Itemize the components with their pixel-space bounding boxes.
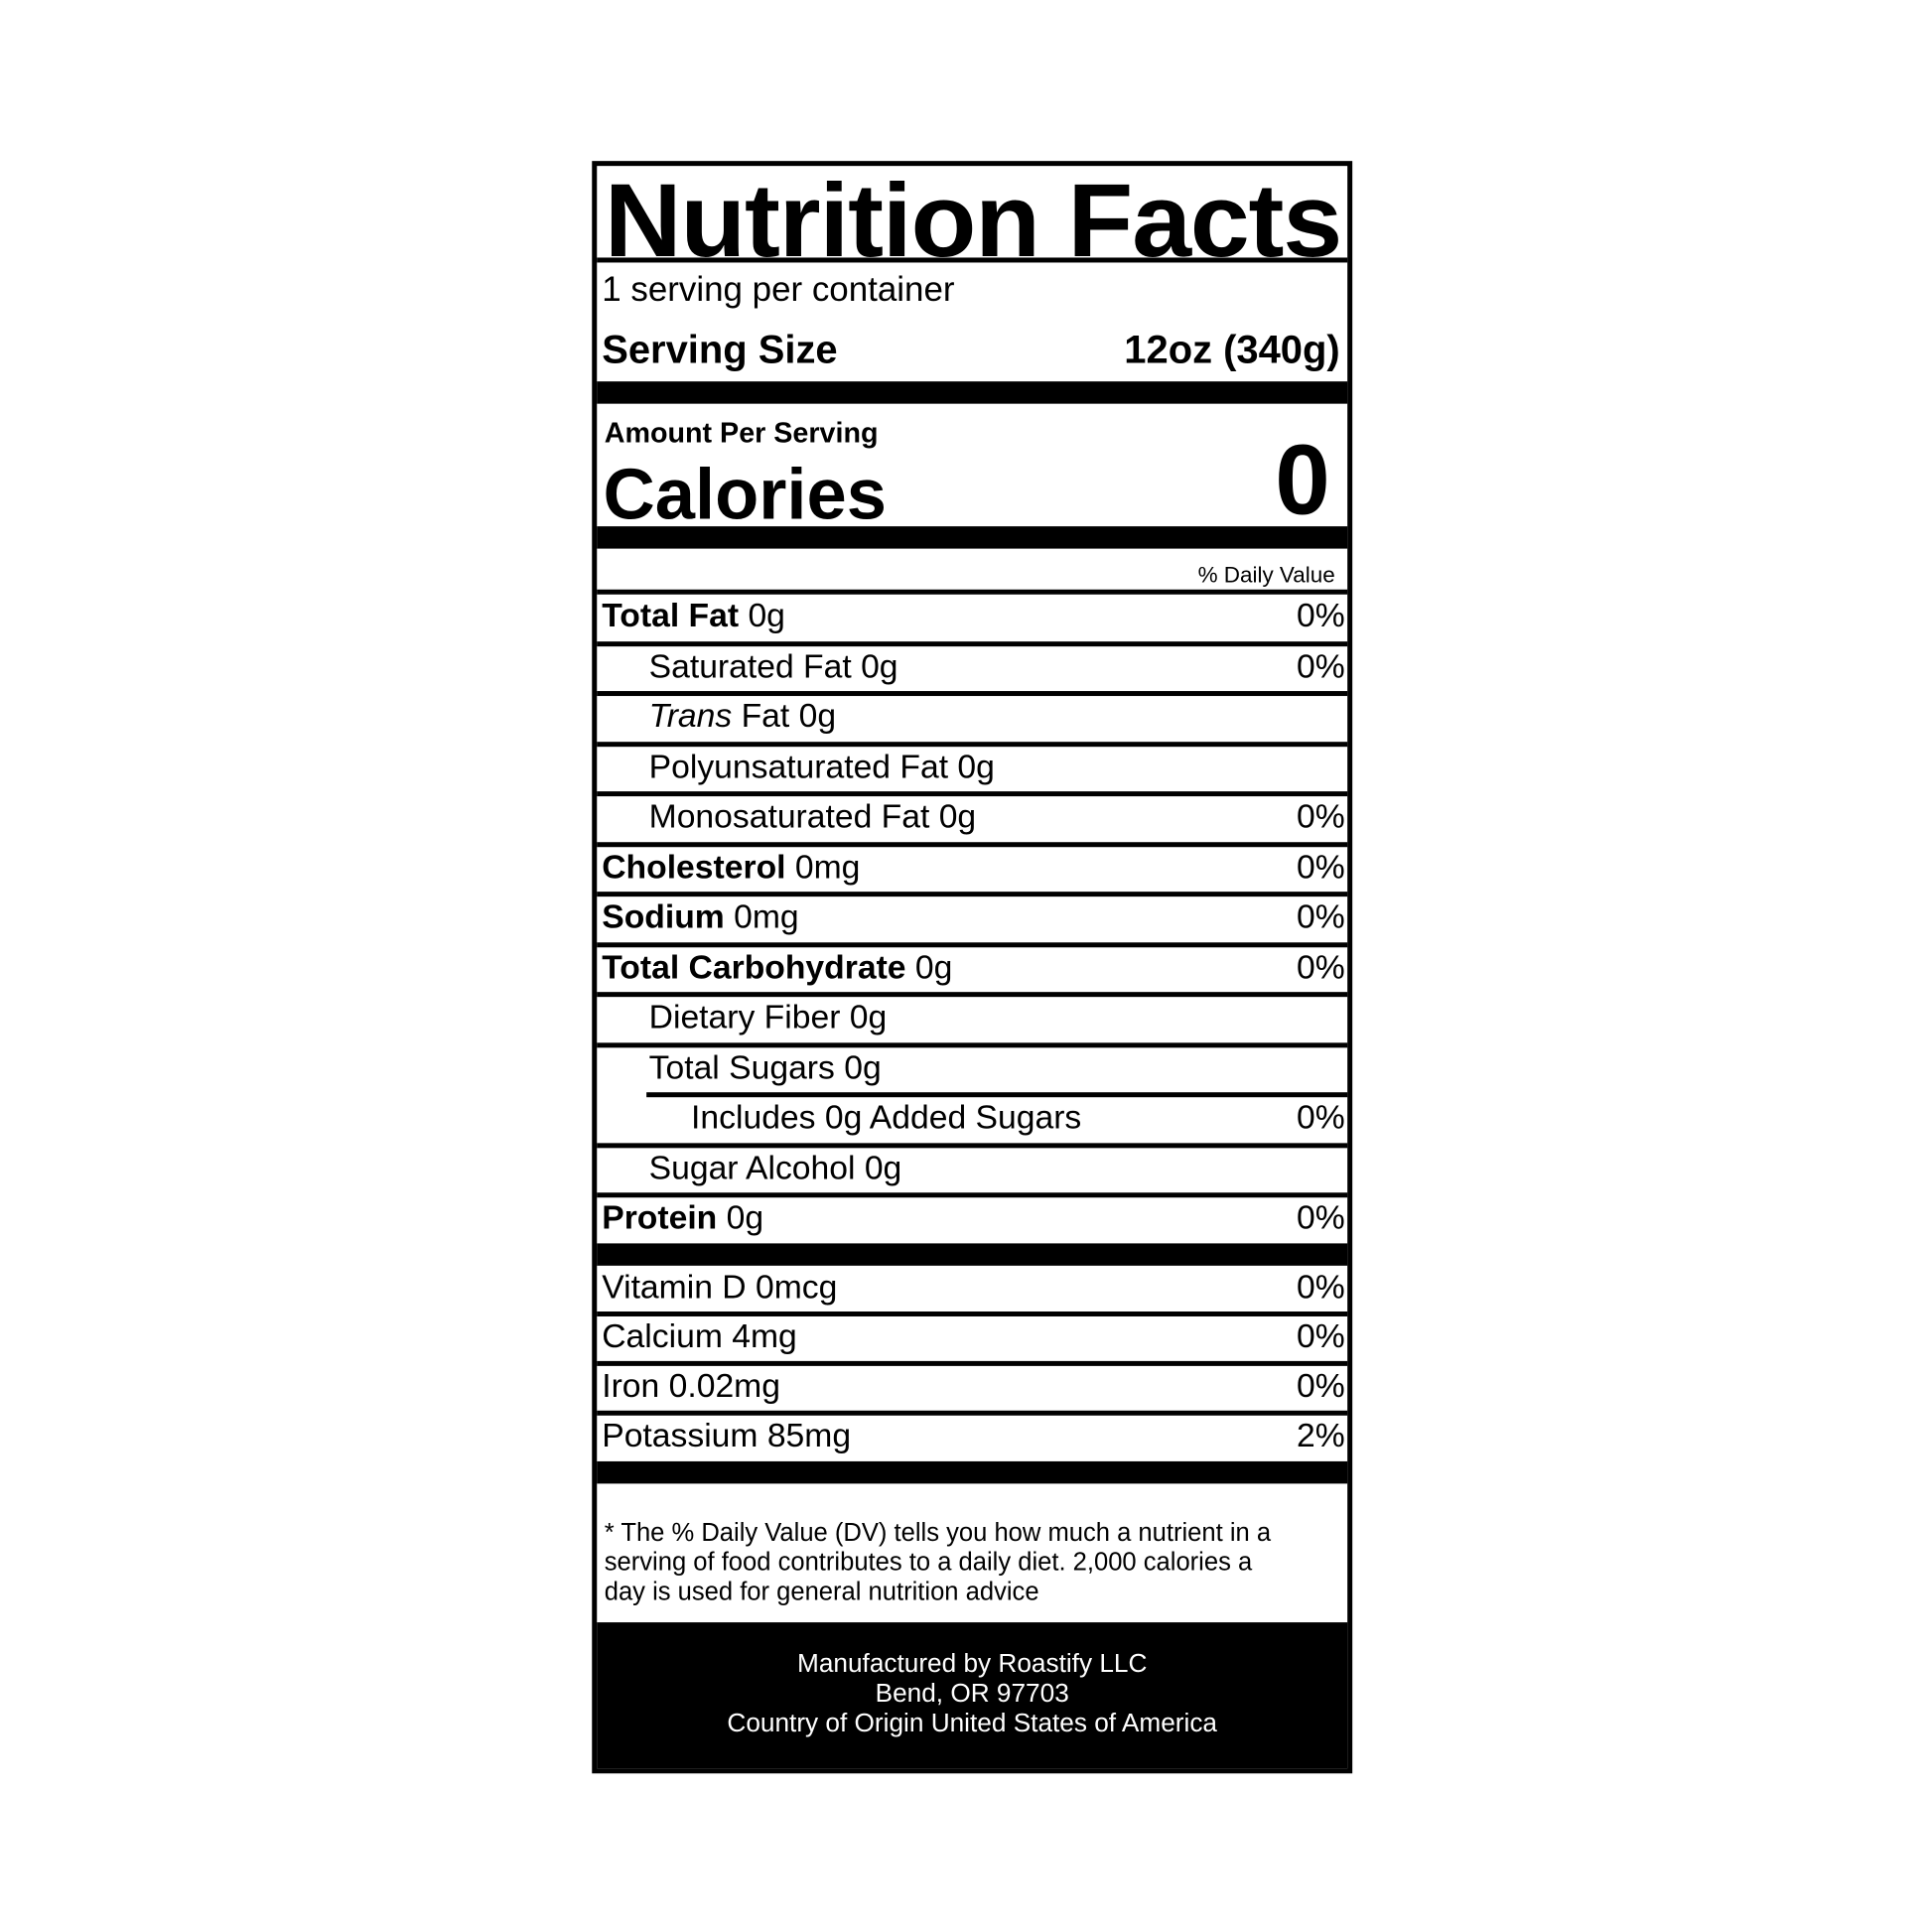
divider [597,741,1348,747]
nutrient-name: Sugar Alcohol 0g [648,1148,902,1186]
divider [597,1041,1348,1047]
nutrient-row: Cholesterol 0mg 0% [597,845,1347,895]
manufacturer-address: Bend, OR 97703 [875,1679,1069,1709]
nutrient-name: Total Carbohydrate [602,947,906,986]
nutrient-daily-value: 0% [1296,947,1345,986]
divider [597,640,1348,646]
divider [597,589,1348,595]
divider [597,791,1348,797]
nutrient-name: Saturated Fat 0g [648,646,898,685]
calories-label: Calories [603,454,888,535]
nutrient-amount: 0mg [734,897,799,935]
nutrient-row: Sugar Alcohol 0g [597,1146,1347,1195]
vitamin-daily-value: 0% [1296,1367,1345,1405]
divider [597,841,1348,847]
vitamin-row: Calcium 4mg 0% [597,1314,1347,1364]
nutrient-daily-value: 0% [1296,1098,1345,1136]
nutrient-amount: 0g [726,1198,764,1236]
divider [597,1411,1348,1417]
vitamin-name: Iron 0.02mg [602,1367,780,1405]
nutrient-row: Total Carbohydrate 0g 0% [597,945,1347,995]
nutrient-row: Total Sugars 0g [597,1045,1347,1095]
manufacturer-info: Manufactured by Roastify LLC Bend, OR 97… [597,1622,1348,1769]
manufacturer-line: Manufactured by Roastify LLC [797,1649,1148,1679]
nutrient-row: Saturated Fat 0g 0% [597,644,1347,694]
nutrient-daily-value: 0% [1296,897,1345,935]
thick-divider [597,1460,1348,1483]
nutrient-name: Cholesterol [602,847,786,886]
nutrient-amount: 0g [748,597,785,634]
vitamin-daily-value: 0% [1296,1316,1345,1355]
thick-divider [597,381,1348,404]
nutrient-name: Includes 0g Added Sugars [691,1098,1082,1136]
nutrition-facts-label: Nutrition Facts 1 serving per container … [592,161,1353,1774]
nutrient-row: Monosaturated Fat 0g 0% [597,795,1347,845]
nutrient-daily-value: 0% [1296,1198,1345,1236]
vitamin-name: Calcium 4mg [602,1316,797,1355]
divider [597,1192,1348,1198]
serving-size-value: 12oz (340g) [1124,327,1340,372]
nutrient-daily-value: 0% [1296,797,1345,835]
nutrient-daily-value: 0% [1296,597,1345,634]
vitamin-row: Potassium 85mg 2% [597,1415,1347,1464]
divider [597,892,1348,897]
nutrient-row: Sodium 0mg 0% [597,896,1347,945]
nutrient-row: Dietary Fiber 0g [597,996,1347,1045]
servings-per-container: 1 serving per container [602,269,955,309]
divider [597,992,1348,998]
nutrient-name: Monosaturated Fat 0g [648,797,977,835]
thick-divider [597,526,1348,549]
vitamin-name: Potassium 85mg [602,1417,852,1454]
amount-per-serving: Amount Per Serving [604,416,879,449]
nutrient-name: Total Fat [602,597,740,634]
daily-value-header: % Daily Value [1197,562,1335,588]
divider [646,1092,1348,1098]
divider [597,691,1348,697]
nutrient-daily-value: 0% [1296,646,1345,685]
divider [597,1142,1348,1148]
footnote: * The % Daily Value (DV) tells you how m… [604,1518,1272,1606]
country-of-origin: Country of Origin United States of Ameri… [727,1709,1217,1738]
nutrient-name: Polyunsaturated Fat 0g [648,747,995,785]
thick-divider [597,1242,1348,1266]
nutrient-row: Trans Fat 0g [597,695,1347,745]
divider [597,1311,1348,1316]
nutrient-row: Protein 0g 0% [597,1196,1347,1246]
nutrient-name: Protein [602,1198,718,1236]
vitamin-row: Vitamin D 0mcg 0% [597,1265,1347,1314]
divider [597,941,1348,947]
serving-size-label: Serving Size [602,327,838,372]
nutrient-daily-value: 0% [1296,847,1345,886]
nutrient-row: Polyunsaturated Fat 0g [597,745,1347,794]
vitamin-name: Vitamin D 0mcg [602,1267,838,1306]
nutrient-amount: Fat 0g [741,697,837,735]
calories-value: 0 [1275,424,1330,535]
nutrient-name: Total Sugars 0g [648,1047,882,1086]
nutrient-amount: 0g [914,947,953,986]
divider [597,1361,1348,1366]
nutrient-row: Includes 0g Added Sugars 0% [597,1096,1347,1146]
nutrient-row: Total Fat 0g 0% [597,595,1347,644]
nutrient-name: Sodium [602,897,725,935]
vitamin-daily-value: 2% [1296,1417,1345,1454]
vitamin-row: Iron 0.02mg 0% [597,1365,1347,1415]
nutrient-amount: 0mg [794,847,861,886]
nutrient-name: Trans [648,697,733,735]
label-title: Nutrition Facts [604,162,1343,279]
vitamin-daily-value: 0% [1296,1267,1345,1306]
nutrient-name: Dietary Fiber 0g [648,998,888,1035]
divider [597,257,1348,263]
